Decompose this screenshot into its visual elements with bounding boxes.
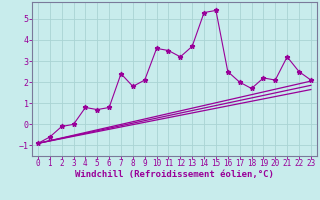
X-axis label: Windchill (Refroidissement éolien,°C): Windchill (Refroidissement éolien,°C) xyxy=(75,170,274,179)
